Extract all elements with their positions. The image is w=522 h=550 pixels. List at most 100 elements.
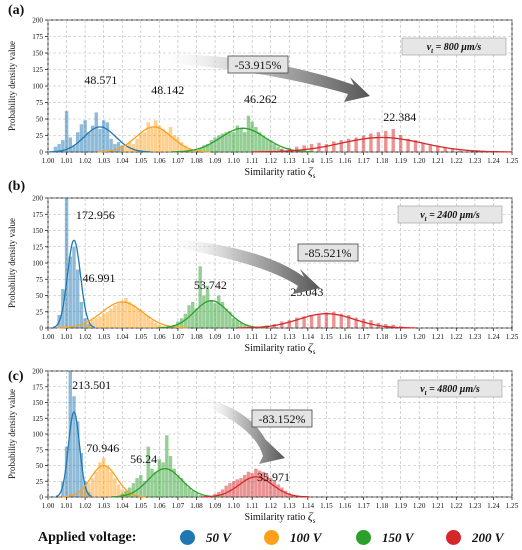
panel-label: (b) [8, 179, 25, 194]
histogram-bar [183, 145, 188, 152]
x-axis-label-subscript: s [313, 517, 316, 524]
x-tick-label: 1.12 [264, 157, 277, 165]
histogram-bar [131, 304, 136, 328]
x-tick-label: 1.10 [227, 502, 240, 510]
y-tick-label: 100 [32, 431, 43, 439]
x-tick-label: 1.13 [283, 333, 296, 341]
histogram-bar [113, 305, 117, 328]
x-axis-label-text: Similarity ratio [245, 167, 308, 178]
x-tick-label: 1.05 [135, 502, 148, 510]
peak-value-label: 48.142 [151, 83, 184, 97]
x-tick-label: 1.25 [506, 502, 519, 510]
histogram-bar [64, 446, 69, 497]
y-tick-label: 150 [32, 399, 43, 407]
histogram-bar [142, 313, 147, 328]
legend-label: 200 V [472, 530, 504, 545]
histogram-bar [243, 474, 247, 497]
histogram-bar [198, 266, 202, 328]
speed-label-box [397, 205, 503, 224]
x-tick-label: 1.14 [302, 157, 315, 165]
histogram-bar [294, 317, 299, 328]
x-tick-label: 1.23 [469, 502, 482, 510]
peak-value-label: 46.991 [83, 271, 116, 285]
histogram-bar [109, 308, 113, 328]
histogram-bar [64, 111, 69, 152]
histogram-bar [450, 149, 455, 152]
histogram-bar [90, 320, 95, 328]
legend-label: 50 V [206, 530, 231, 545]
y-tick-label: 75 [36, 446, 44, 454]
histogram-bar [202, 295, 206, 328]
histogram-bar [243, 324, 247, 328]
peak-value-label: 53.742 [194, 278, 227, 292]
histogram-bar [194, 308, 199, 328]
histogram-bar [165, 435, 169, 497]
histogram-bar [124, 298, 128, 328]
y-tick-label: 100 [32, 83, 43, 91]
histogram-bar [139, 474, 143, 497]
peak-value-label: 172.956 [76, 208, 115, 222]
histogram-bar [165, 132, 169, 152]
scan-speed-label: vt = 4800 μm/s [420, 384, 480, 397]
histogram-bar [228, 130, 232, 152]
x-tick-label: 1.12 [264, 502, 277, 510]
histogram-bar [246, 471, 251, 497]
x-tick-label: 1.18 [376, 333, 389, 341]
histogram-bar [287, 148, 291, 152]
histogram-bar [291, 495, 295, 497]
y-tick-label: 175 [32, 33, 43, 41]
x-tick-label: 1.05 [135, 157, 148, 165]
x-tick-label: 1.04 [116, 157, 129, 165]
histogram-bar [280, 487, 284, 497]
histogram-bar [354, 317, 358, 328]
histogram-bar [191, 302, 195, 328]
histogram-bar [332, 141, 336, 152]
scan-speed-label: vt = 800 μm/s [427, 42, 482, 55]
trend-arrow [150, 53, 370, 102]
histogram-bar [75, 421, 80, 497]
histogram-bar [339, 140, 343, 152]
speed-value: = 2400 μm/s [427, 210, 480, 221]
x-tick-label: 1.18 [376, 157, 389, 165]
histogram-bar [131, 144, 136, 152]
histogram-bar [161, 128, 165, 152]
histogram-bar [239, 322, 243, 328]
density-curve [237, 313, 416, 329]
histogram-bar [53, 146, 58, 152]
histogram-bar [198, 148, 202, 152]
x-axis-label-symbol: ζ [308, 509, 314, 523]
x-tick-label: 1.02 [79, 157, 92, 165]
histogram-bar [120, 489, 124, 497]
y-axis-label: Probability density value [7, 218, 17, 308]
histogram-bar [90, 125, 95, 152]
histogram-bar [272, 481, 277, 497]
histogram-bar [120, 300, 124, 328]
change-percent-label: -85.521% [305, 246, 352, 260]
histogram-bar [391, 128, 395, 152]
x-tick-label: 1.16 [339, 157, 352, 165]
charts-svg: 1.00 1.01 1.02 1.03 1.04 1.05 1.06 1.07 1.08 1.09… [7, 3, 519, 524]
x-tick-label: 1.03 [97, 502, 110, 510]
histogram-bar [239, 128, 243, 152]
speed-symbol: v [420, 384, 425, 395]
histogram-bar [98, 316, 102, 328]
legend-label: 100 V [290, 530, 322, 545]
histogram-bar [79, 491, 84, 497]
histogram-bar [135, 138, 139, 152]
x-axis-label: Similarity ratio ζs [245, 340, 316, 356]
histogram-bar [250, 473, 254, 497]
histogram-bar [217, 295, 221, 328]
histogram-bar [269, 140, 273, 152]
density-curve [49, 126, 151, 153]
y-tick-label: 50 [36, 292, 44, 300]
histogram-bar [346, 315, 351, 328]
histogram-bar [231, 132, 236, 152]
x-tick-label: 1.16 [339, 502, 352, 510]
y-axis-label: Probability density value [7, 389, 17, 479]
x-tick-label: 1.25 [506, 157, 519, 165]
x-tick-label: 1.17 [357, 502, 370, 510]
histogram-bar [205, 144, 210, 152]
x-tick-label: 1.22 [450, 502, 463, 510]
histogram-bar [194, 493, 199, 497]
density-curve [97, 126, 211, 153]
